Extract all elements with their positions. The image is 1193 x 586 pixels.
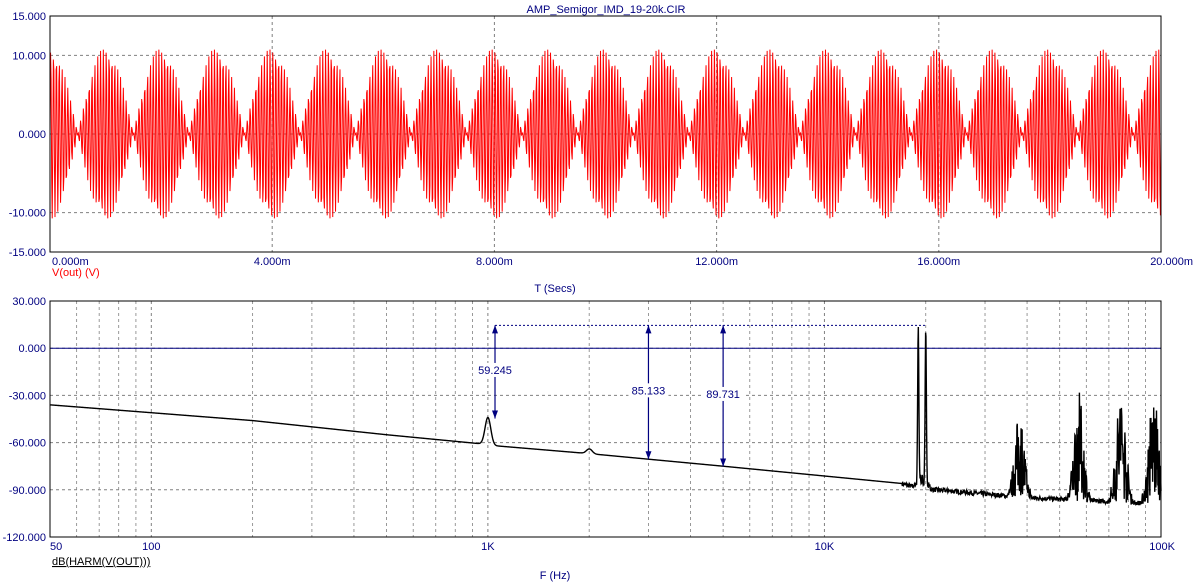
time-plot-frame <box>49 15 1162 253</box>
window-title: AMP_Semigor_IMD_19-20k.CIR <box>527 4 686 16</box>
time-y-tick-label: -15.000 <box>9 247 46 259</box>
cursor-label-bg <box>703 386 744 401</box>
cursor-arrow-up <box>492 325 499 334</box>
time-y-tick-label: 15.000 <box>12 11 46 23</box>
spectrum-plot-grid <box>50 301 1161 537</box>
cursor-value-label: 59.245 <box>478 365 512 377</box>
spectrum-x-tick-label: 100 <box>142 541 160 553</box>
spectrum-plot-frame <box>49 300 1162 538</box>
cursor-arrow-up <box>720 325 727 334</box>
spectrum-plot-tick-labels: 50 100 1K 10K 100K 30.000 0.000 -30.000 -60.000 -… <box>3 296 1176 553</box>
measurement-cursors: 59.245 85.133 89.731 <box>475 324 926 467</box>
cursor-label-bg <box>475 362 516 377</box>
time-x-tick-label: 12.000m <box>695 256 738 268</box>
cursor-arrow-up <box>645 325 652 334</box>
time-y-tick-label: -10.000 <box>9 208 46 220</box>
cursor-arrow-down <box>720 458 727 467</box>
time-x-tick-label: 4.000m <box>254 256 291 268</box>
time-x-tick-label: 0.000m <box>52 256 89 268</box>
spectrum-x-tick-label: 50 <box>50 541 62 553</box>
cursor-label-bg <box>628 383 669 398</box>
spectrum-y-tick-label: 0.000 <box>18 343 46 355</box>
cursor-arrow-down <box>492 410 499 419</box>
spectrum-y-tick-label: -120.000 <box>3 532 46 544</box>
cursor-value-label: 89.731 <box>706 389 740 401</box>
spectrum-y-tick-label: -30.000 <box>9 390 46 402</box>
vout-trace <box>49 49 1162 219</box>
spectrum-y-tick-label: -90.000 <box>9 485 46 497</box>
time-x-tick-label: 8.000m <box>476 256 513 268</box>
spectrum-x-tick-label: 100K <box>1149 541 1175 553</box>
spectrum-x-tick-label: 10K <box>815 541 835 553</box>
time-x-tick-label: 16.000m <box>917 256 960 268</box>
frequency-axis-label: F (Hz) <box>540 570 571 582</box>
spectrum-y-tick-label: 30.000 <box>12 296 46 308</box>
spectrum-x-tick-label: 1K <box>481 541 495 553</box>
time-axis-label: T (Secs) <box>534 283 575 295</box>
time-y-tick-label: 0.000 <box>18 129 46 141</box>
harm-spectrum-trace <box>49 326 1162 507</box>
cursor-value-label: 85.133 <box>632 385 666 397</box>
time-plot-tick-labels: 0.000m 4.000m 8.000m 12.000m 16.000m 20.000m 1… <box>9 11 1193 268</box>
cursor-arrow-down <box>645 451 652 460</box>
time-x-tick-label: 20.000m <box>1150 256 1193 268</box>
time-y-tick-label: 10.000 <box>12 50 46 62</box>
spectrum-y-tick-label: -60.000 <box>9 438 46 450</box>
time-trace-label: V(out) (V) <box>52 267 100 279</box>
spectrum-trace-label: dB(HARM(V(OUT))) <box>52 556 150 568</box>
